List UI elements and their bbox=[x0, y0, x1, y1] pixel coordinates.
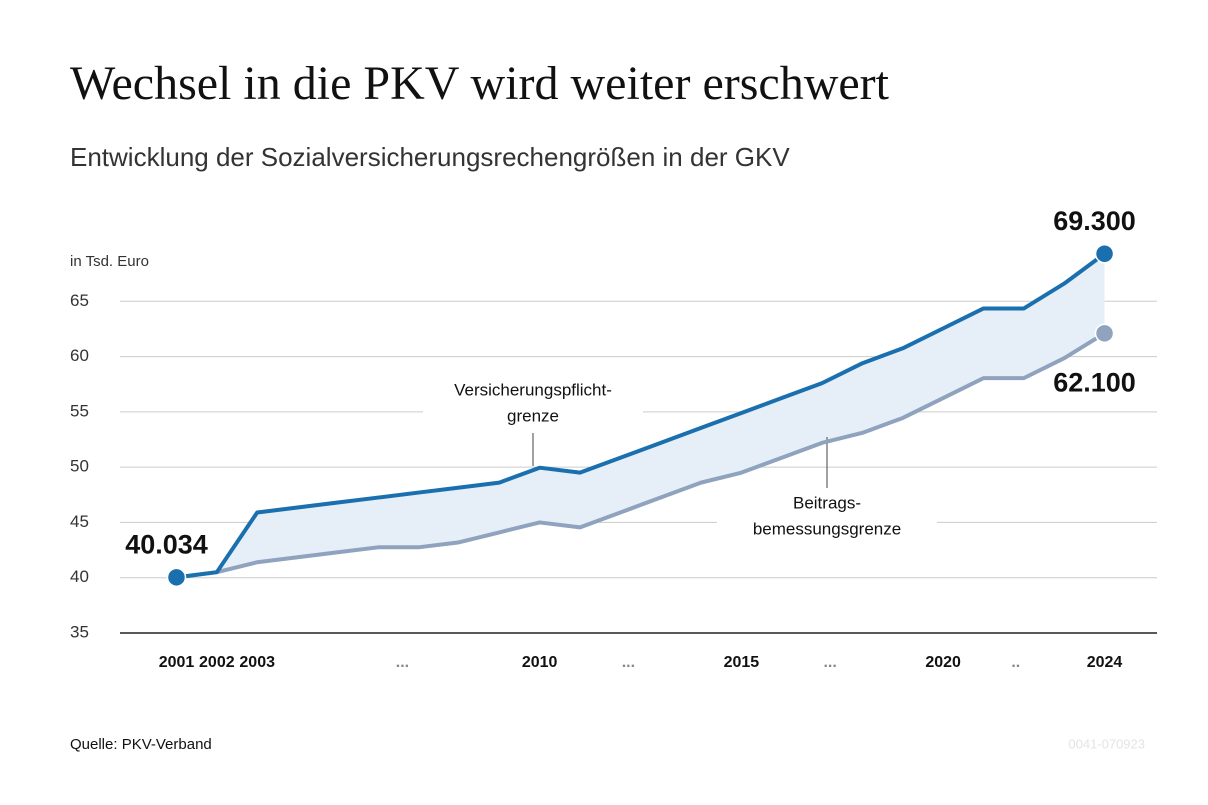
x-tick-label: .. bbox=[1011, 654, 1020, 671]
y-tick-label: 50 bbox=[70, 457, 89, 476]
line bbox=[176, 252, 1106, 580]
x-tick-label: ... bbox=[823, 654, 836, 671]
label-bg bbox=[717, 488, 937, 546]
y-tick-label: 35 bbox=[70, 622, 89, 641]
source: Quelle: PKV-Verband bbox=[70, 736, 212, 753]
y-tick-label: 55 bbox=[70, 401, 89, 420]
y-tick-label: 40 bbox=[70, 567, 89, 586]
value-label: 40.034 bbox=[125, 529, 208, 559]
x-tick-label: 2020 bbox=[925, 654, 961, 671]
series-label: grenze bbox=[507, 406, 559, 425]
series-label: Beitrags- bbox=[793, 493, 861, 512]
series-label: bemessungsgrenze bbox=[753, 519, 901, 538]
x-tick-label: 2024 bbox=[1087, 654, 1123, 671]
x-tick-label: ... bbox=[622, 654, 635, 671]
value-label: 62.100 bbox=[1053, 367, 1136, 397]
y-tick-label: 60 bbox=[70, 346, 89, 365]
x-tick-label: 2010 bbox=[522, 654, 558, 671]
y-tick-label: 65 bbox=[70, 291, 89, 310]
value-label: 69.300 bbox=[1053, 206, 1136, 236]
x-tick-label: ... bbox=[396, 654, 409, 671]
line bbox=[176, 331, 1106, 580]
y-tick-label: 45 bbox=[70, 512, 89, 531]
x-tick-label: 2003 bbox=[239, 654, 275, 671]
point bbox=[166, 567, 187, 588]
chart-title: Wechsel in die PKV wird weiter erschwert bbox=[70, 57, 890, 110]
y-axis-label: in Tsd. Euro bbox=[70, 253, 149, 270]
label-bg bbox=[423, 375, 643, 433]
x-tick-label: 2002 bbox=[199, 654, 235, 671]
area bbox=[176, 253, 1105, 578]
chart-subtitle: Entwicklung der Sozialversicherungsreche… bbox=[70, 142, 790, 172]
series-label: Versicherungspflicht- bbox=[454, 380, 612, 399]
x-tick-label: 2001 bbox=[159, 654, 195, 671]
point bbox=[1094, 243, 1115, 264]
x-tick-label: 2015 bbox=[724, 654, 760, 671]
point bbox=[1094, 323, 1115, 344]
code: 0041-070923 bbox=[1068, 736, 1145, 751]
